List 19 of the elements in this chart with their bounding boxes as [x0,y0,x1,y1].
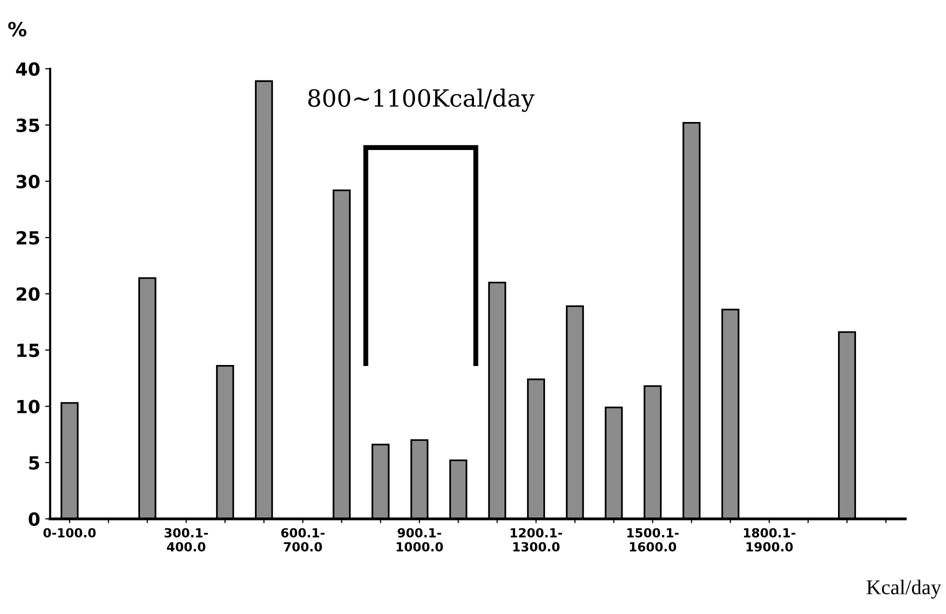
y-tick-label: 35 [16,118,40,132]
x-tick-label: 300.1- 400.0 [164,528,208,552]
y-axis-title: % [8,22,26,37]
y-tick-label: 25 [16,231,40,245]
y-tick-label: 40 [16,62,40,76]
y-tick-label: 5 [29,456,40,470]
x-tick-label: 1200.1- 1300.0 [510,528,562,552]
y-tick-label: 10 [17,400,40,414]
annotation: 800∼1100Kcal/day [308,88,535,112]
y-tick-label: 0 [28,512,40,526]
x-tick-label: 900.1- 1000.0 [396,528,443,552]
x-axis-title: Kcal/day [866,580,942,599]
x-tick-label: 1800.1- 1900.0 [744,528,796,552]
y-tick-label: 30 [16,174,40,188]
x-tick-label: 0-100.0 [43,528,96,538]
y-tick-label: 15 [17,344,40,358]
y-tick-label: 20 [16,287,40,301]
x-tick-label: 1500.1- 1600.0 [627,528,679,552]
x-tick-label: 600.1- 700.0 [281,528,324,552]
